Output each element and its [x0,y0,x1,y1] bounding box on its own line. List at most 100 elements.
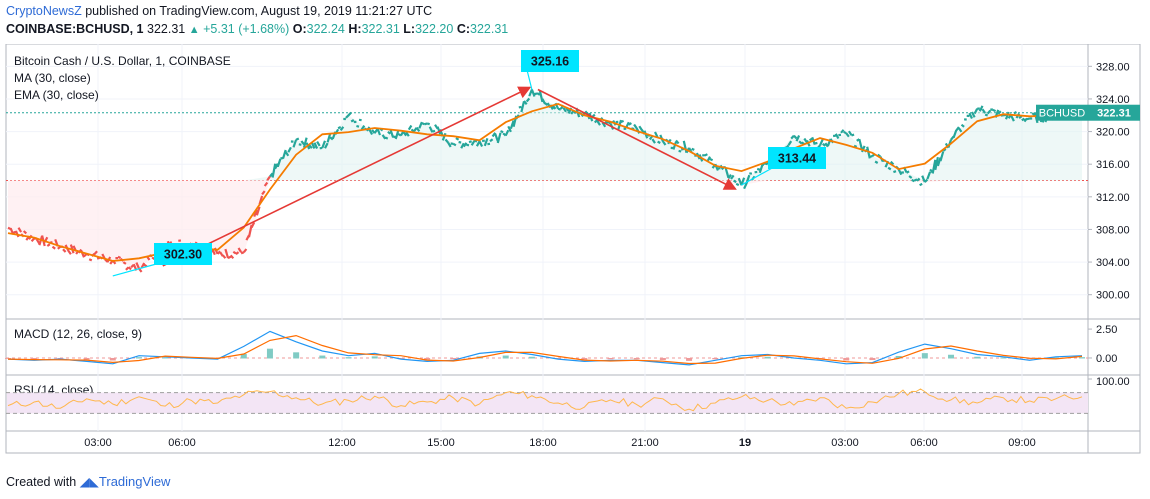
macd-histogram-bar [895,355,902,359]
rsi-y-tick-label: 100.00 [1096,376,1130,388]
macd-histogram-bar [633,357,640,360]
published-text: published on TradingView.com, August 19,… [85,4,433,18]
macd-line [7,330,1083,366]
chart-frame [5,44,1141,454]
author-link[interactable]: CryptoNewsZ [6,4,82,18]
macd-histogram-bar [555,357,562,359]
macd-histogram-bar [686,357,693,361]
macd-histogram-bar [1079,357,1085,359]
high-value: 322.31 [361,22,400,36]
price-annotation: 302.30 [112,243,212,277]
symbol-badge-label: BCHUSD [1039,108,1086,120]
tradingview-link[interactable]: TradingView [98,474,171,489]
ema-legend: EMA (30, close) [14,88,99,102]
high-label: H: [348,22,362,36]
x-tick-label: 19 [739,437,751,449]
last-price-badge [1088,104,1140,121]
macd-histogram-bar [607,357,614,360]
low-value: 322.20 [415,22,454,36]
macd-histogram-bar [1052,357,1059,359]
macd-signal-line [7,334,1083,365]
macd-histogram-bar [869,357,876,361]
macd-histogram-bar [921,353,928,359]
macd-histogram-bar [371,356,378,359]
downtrend-arrow [537,88,737,190]
macd-pane-title: MACD (12, 26, close, 9) [14,327,142,341]
macd-histogram-bar [240,353,247,359]
symbol-label: COINBASE:BCHUSD, 1 [6,22,144,36]
x-tick-label: 03:00 [831,437,859,449]
macd-histogram-bar [659,357,666,361]
x-tick-label: 12:00 [328,437,356,449]
y-tick-label: 300.00 [1096,290,1130,302]
uptrend-arrow [162,86,532,267]
y-tick-label: 308.00 [1096,224,1130,236]
chart-area[interactable]: 03:00 06:00 12:00 15:00 18:00 21:00 19 03:00 06:… [0,44,1150,466]
annotation-box [154,243,212,265]
macd-histogram-bar [397,357,404,359]
price-annotation: 325.16 [521,50,579,90]
y-tick-label: 324.00 [1096,94,1130,106]
macd-y-tick-label: 0.00 [1096,353,1117,365]
rsi-band [7,392,1088,414]
y-tick-label: 312.00 [1096,192,1130,204]
macd-histogram-bar [843,357,850,361]
macd-histogram-bar [319,355,326,359]
annotation-pointer [526,69,533,90]
chart-header: CryptoNewsZ published on TradingView.com… [0,0,1150,46]
macd-histogram-bar [31,357,38,360]
annotation-box [768,147,826,169]
x-tick-label: 21:00 [631,437,659,449]
created-with-text: Created with [6,475,77,489]
macd-histogram-bar [57,357,64,359]
x-tick-label: 09:00 [1008,437,1036,449]
annotation-pointer [741,166,775,186]
x-tick-label: 06:00 [910,437,938,449]
symbol-badge [1036,104,1088,121]
x-tick-label: 18:00 [529,437,557,449]
close-label: C: [456,22,471,36]
macd-histogram-bar [109,357,116,361]
price-annotation: 313.44 [741,147,826,186]
y-tick-label: 320.00 [1096,127,1130,139]
macd-histogram-bar [5,357,11,359]
y-tick-label: 316.00 [1096,159,1130,171]
publish-line: CryptoNewsZ published on TradingView.com… [6,4,432,18]
y-tick-label: 304.00 [1096,257,1130,269]
last-price-label: 322.31 [1097,108,1131,120]
macd-histogram-bar [162,357,169,359]
x-tick-label: 03:00 [84,437,112,449]
x-tick-label: 15:00 [427,437,455,449]
x-tick-label: 06:00 [168,437,196,449]
tradingview-logo-icon: ◢◣ [79,475,99,489]
macd-histogram-bar [450,357,457,360]
y-tick-label: 328.00 [1096,61,1130,73]
price-change: +5.31 (+1.68%) [203,22,290,36]
ohlc-line: COINBASE:BCHUSD, 1 322.31 ▲ +5.31 (+1.68… [6,22,508,36]
macd-histogram-bar [528,356,535,359]
annotation-box [521,50,579,72]
price-pane-title: Bitcoin Cash / U.S. Dollar, 1, COINBASE [14,54,231,68]
annotation-label: 302.30 [164,248,202,262]
close-value: 322.31 [470,22,509,36]
footer: Created with ◢◣TradingView [6,474,170,489]
macd-histogram-bar [293,352,300,359]
low-label: L: [403,22,416,36]
macd-histogram-bar [1000,357,1007,359]
rsi-line [7,388,1083,412]
macd-histogram-bar [502,355,509,359]
macd-histogram-bar [948,354,955,359]
annotation-label: 325.16 [531,55,569,69]
open-value: 322.24 [306,22,345,36]
macd-histogram-bar [764,356,771,359]
macd-histogram-bar [266,348,273,359]
ma-legend: MA (30, close) [14,71,91,85]
last-price: 322.31 [147,22,186,36]
annotation-pointer [112,262,161,277]
macd-y-tick-label: 2.50 [1096,324,1117,336]
macd-histogram-bar [345,357,352,359]
open-label: O: [292,22,307,36]
macd-histogram-bar [974,356,981,359]
macd-histogram-bar [712,357,719,360]
up-triangle-icon: ▲ [188,24,200,36]
